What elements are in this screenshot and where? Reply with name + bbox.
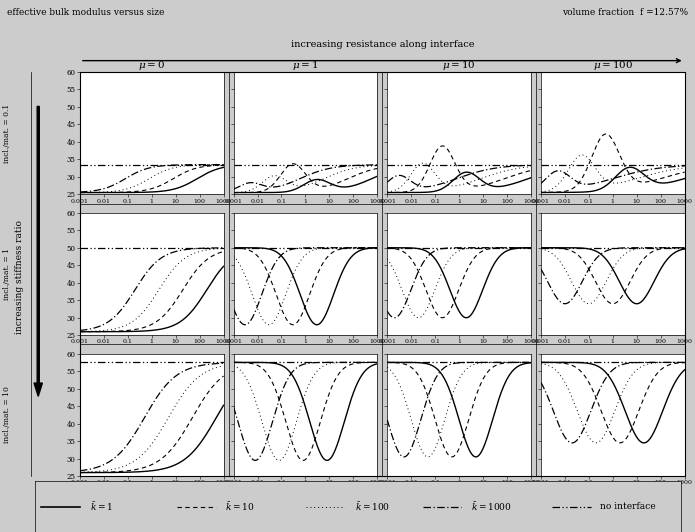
Text: $\bar{k} = 1$: $\bar{k} = 1$ (90, 500, 113, 513)
Text: $\bar{k} = 1000$: $\bar{k} = 1000$ (471, 500, 512, 513)
Text: $\bar{k} = 100$: $\bar{k} = 100$ (354, 500, 390, 513)
Title: $\bar{\mu} = 1$: $\bar{\mu} = 1$ (292, 59, 319, 72)
Title: $\bar{\mu} = 0$: $\bar{\mu} = 0$ (138, 59, 165, 72)
Text: $\bar{k} = 10$: $\bar{k} = 10$ (225, 500, 255, 513)
Text: increasing stiffness ratio: increasing stiffness ratio (15, 220, 24, 334)
Text: effective bulk modulus versus size: effective bulk modulus versus size (7, 8, 164, 17)
Text: no interface: no interface (600, 502, 656, 511)
Text: volume fraction  f =12.57%: volume fraction f =12.57% (562, 8, 688, 17)
Text: incl./mat. = 1: incl./mat. = 1 (3, 248, 12, 300)
Title: $\bar{\mu} = 100$: $\bar{\mu} = 100$ (593, 59, 633, 72)
Text: incl./mat. = 0.1: incl./mat. = 0.1 (3, 103, 12, 163)
Title: $\bar{\mu} = 10$: $\bar{\mu} = 10$ (442, 59, 476, 72)
Text: incl./mat. = 10: incl./mat. = 10 (3, 386, 12, 443)
Text: increasing resistance along interface: increasing resistance along interface (291, 40, 474, 49)
